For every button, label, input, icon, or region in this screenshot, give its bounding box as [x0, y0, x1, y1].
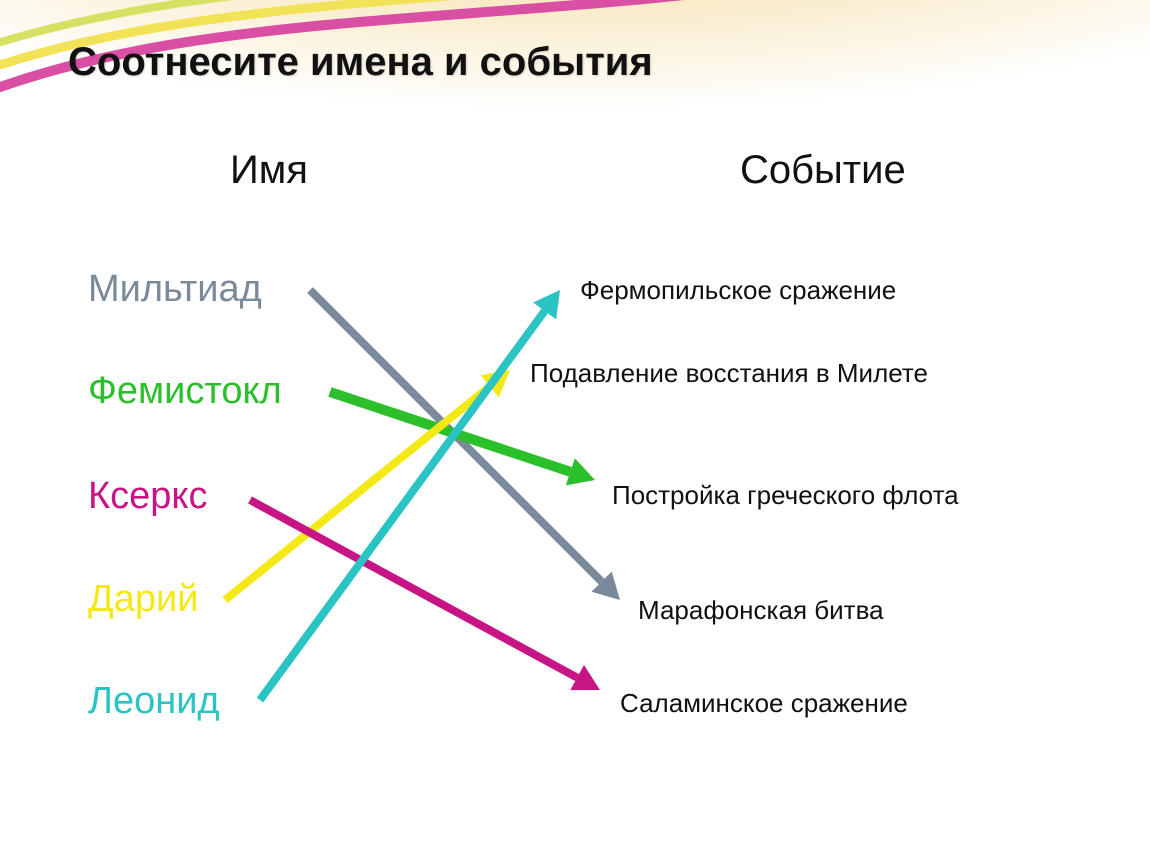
event-item: Фермопильское сражение: [580, 275, 896, 306]
name-item: Фемистокл: [88, 370, 282, 413]
event-item: Саламинское сражение: [620, 688, 908, 719]
page-title: Соотнесите имена и события: [68, 40, 653, 85]
name-item: Леонид: [88, 680, 220, 723]
event-item: Марафонская битва: [638, 595, 884, 626]
column-header-name: Имя: [230, 148, 308, 193]
event-item: Подавление восстания в Милете: [530, 358, 928, 389]
name-item: Мильтиад: [88, 268, 262, 311]
name-item: Дарий: [88, 578, 198, 621]
name-item: Ксеркс: [88, 475, 207, 518]
event-item: Постройка греческого флота: [612, 480, 959, 511]
column-header-event: Событие: [740, 148, 906, 193]
